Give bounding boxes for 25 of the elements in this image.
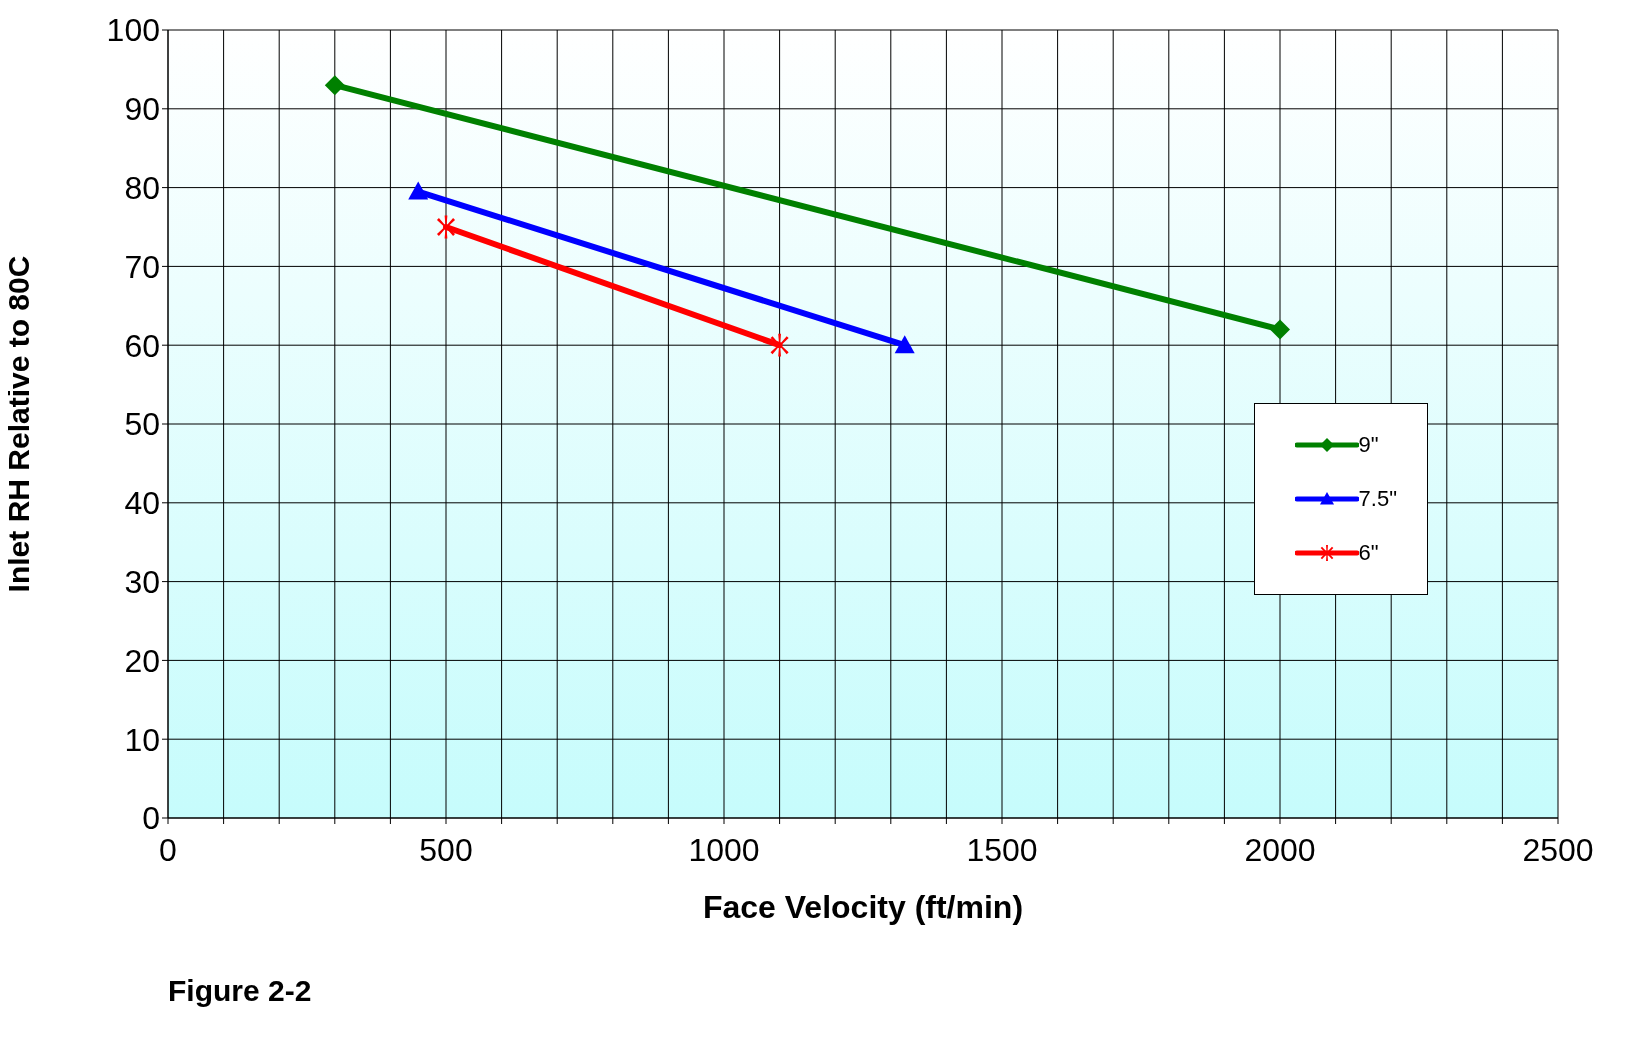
x-tick-label: 1500	[966, 831, 1038, 868]
point	[1270, 319, 1290, 340]
y-tick-label: 40	[124, 485, 160, 522]
x-axis-title: Face Velocity (ft/min)	[702, 889, 1024, 925]
point	[436, 215, 456, 239]
y-tick-label: 50	[124, 406, 160, 443]
y-tick-label: 70	[124, 248, 160, 285]
legend-label: 6"	[1358, 540, 1379, 566]
legend-label: 9"	[1358, 432, 1379, 458]
y-tick-label: 60	[124, 327, 160, 364]
caption: Figure 2-2	[168, 974, 312, 1008]
y-tick-label: 20	[124, 642, 160, 679]
y-tick-label: 30	[124, 563, 160, 600]
y-tick-label: 0	[142, 800, 160, 837]
y-tick-label: 10	[124, 721, 160, 758]
y-tick-label: 90	[124, 91, 160, 128]
y-tick-label: 80	[124, 169, 160, 206]
x-tick-label: 2500	[1522, 831, 1594, 868]
y-tick-label: 100	[106, 12, 160, 49]
x-tick-label: 500	[419, 831, 473, 868]
point	[770, 333, 789, 357]
x-tick-label: 1000	[688, 831, 760, 868]
legend-label: 7.5"	[1358, 486, 1397, 512]
point	[324, 75, 345, 96]
x-tick-label: 2000	[1244, 831, 1316, 868]
